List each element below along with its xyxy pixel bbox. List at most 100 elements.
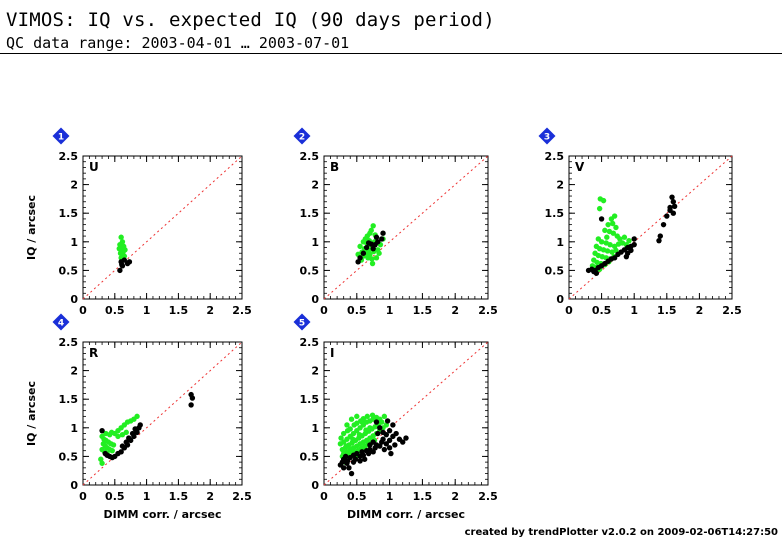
data-point-green	[613, 247, 619, 254]
data-point-green	[360, 415, 367, 422]
plot-frame	[82, 341, 243, 486]
x-tick-label: 2	[451, 490, 459, 503]
data-point-black	[623, 253, 630, 260]
plot-frame	[568, 155, 733, 300]
data-point-black	[375, 239, 381, 245]
data-point-black	[117, 267, 123, 274]
data-point-green	[607, 241, 613, 248]
data-point-black	[342, 453, 349, 460]
x-tick-label: 2.5	[232, 490, 252, 503]
data-point-green	[596, 205, 603, 212]
chart-panel-U: 1 0 0.5 1 1.5 2 2.5 0 0.5 1 1.5 2 2.5 U IQ / arcsec	[25, 127, 252, 317]
data-point-black	[121, 257, 128, 263]
data-point-black	[386, 445, 393, 451]
data-point-black	[671, 203, 678, 210]
panel-badge-number: 1	[58, 133, 64, 143]
reference-line-y-equals-x	[568, 155, 733, 300]
data-point-green	[364, 413, 370, 420]
data-point-black	[388, 450, 394, 457]
data-point-green	[609, 220, 616, 227]
header-divider	[0, 53, 782, 54]
y-tick-label: 1	[311, 236, 319, 249]
reference-line-y-equals-x	[323, 155, 489, 300]
chart-panel-B: 2 0 0.5 1 1.5 2 2.5 0 0.5 1 1.5 2 2.5 B	[293, 127, 498, 317]
data-point-green	[107, 431, 113, 438]
x-tick-label: 1	[386, 490, 394, 503]
chart-panel-V: 3 0 0.5 1 1.5 2 2.5 0 0.5 1 1.5 2 2.5 V	[538, 127, 742, 317]
panel-badge-number: 4	[58, 319, 64, 329]
y-tick-label: 0.5	[545, 264, 565, 277]
data-point-black	[373, 234, 380, 240]
panel-label: U	[89, 160, 99, 174]
y-tick-label: 0.5	[59, 450, 79, 463]
data-point-black	[383, 441, 390, 447]
x-tick-label: 0	[320, 304, 328, 317]
data-point-green	[602, 227, 608, 234]
x-tick-label: 0.5	[105, 304, 125, 317]
data-point-black	[367, 442, 373, 448]
y-tick-label: 2	[70, 179, 78, 192]
x-tick-label: 2.5	[478, 490, 498, 503]
page-subtitle: QC data range: 2003-04-01 … 2003-07-01	[6, 34, 350, 52]
data-point-green	[356, 431, 363, 438]
y-tick-label: 0.5	[59, 264, 79, 277]
data-point-black	[377, 443, 383, 449]
data-point-black	[363, 244, 370, 251]
data-point-black	[126, 259, 133, 265]
y-tick-label: 0	[311, 479, 319, 492]
data-point-black	[403, 435, 409, 441]
x-tick-label: 1	[143, 304, 151, 317]
x-tick-label: 0	[79, 304, 87, 317]
data-point-black	[357, 458, 363, 464]
y-tick-label: 1	[556, 236, 564, 249]
data-point-black	[379, 236, 385, 242]
data-point-black	[346, 465, 352, 471]
panel-badge-number: 5	[299, 319, 305, 329]
y-tick-label: 0	[311, 293, 319, 306]
data-point-black	[386, 427, 393, 434]
y-tick-label: 2.5	[545, 150, 565, 163]
data-point-black	[660, 221, 667, 228]
x-tick-label: 0.5	[347, 304, 367, 317]
data-point-black	[132, 426, 138, 432]
data-point-green	[122, 247, 128, 253]
data-point-green	[347, 426, 353, 432]
data-point-green	[357, 243, 363, 250]
data-point-black	[390, 422, 396, 428]
data-point-black	[377, 425, 383, 431]
y-tick-label: 1	[311, 422, 319, 435]
data-point-black	[370, 449, 376, 455]
data-point-black	[350, 459, 357, 465]
data-point-green	[354, 413, 360, 420]
x-tick-label: 1	[143, 490, 151, 503]
plot-frame	[82, 155, 243, 300]
y-tick-label: 2	[556, 179, 564, 192]
data-point-black	[375, 430, 381, 437]
data-point-black	[355, 259, 361, 265]
data-point-black	[396, 436, 403, 442]
data-point-black	[591, 268, 597, 275]
y-tick-label: 1.5	[59, 207, 79, 220]
x-tick-label: 0.5	[347, 490, 367, 503]
data-point-black	[669, 194, 675, 200]
data-point-green	[370, 223, 376, 229]
data-point-black	[137, 422, 143, 428]
data-point-black	[361, 456, 368, 462]
y-axis-label: IQ / arcsec	[25, 381, 38, 446]
x-tick-label: 2	[206, 490, 214, 503]
y-tick-label: 0	[556, 293, 564, 306]
x-tick-label: 2	[696, 304, 704, 317]
x-axis-label: DIMM corr. / arcsec	[347, 508, 465, 521]
y-tick-label: 0	[70, 293, 78, 306]
data-point-black	[118, 449, 124, 455]
data-point-green	[338, 435, 344, 441]
data-point-green	[617, 236, 623, 242]
y-tick-label: 0.5	[300, 264, 320, 277]
data-point-black	[344, 460, 350, 466]
y-tick-label: 2	[311, 365, 319, 378]
y-tick-label: 1.5	[300, 393, 320, 406]
data-point-green	[343, 443, 350, 449]
y-tick-label: 2	[70, 365, 78, 378]
x-tick-label: 1.5	[657, 304, 677, 317]
data-point-black	[631, 236, 637, 242]
